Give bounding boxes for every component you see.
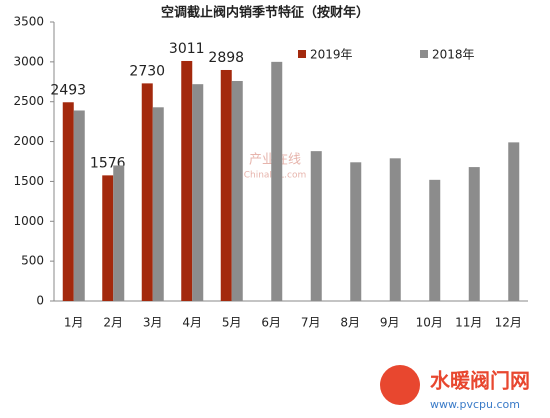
bar <box>310 151 322 301</box>
x-tick-label: 10月 <box>416 316 443 330</box>
bar <box>62 102 74 302</box>
x-tick-label: 5月 <box>222 316 242 330</box>
bar <box>508 142 520 301</box>
legend-swatch <box>298 50 306 58</box>
x-tick-label: 1月 <box>64 316 84 330</box>
bar <box>271 61 283 301</box>
x-tick-label: 12月 <box>495 316 522 330</box>
bar <box>73 110 85 302</box>
x-tick-label: 7月 <box>301 316 321 330</box>
bar <box>350 162 362 301</box>
bar <box>468 167 480 301</box>
bar <box>152 107 164 302</box>
bar <box>141 83 153 301</box>
y-tick-label: 2500 <box>13 94 44 108</box>
bar <box>192 84 204 301</box>
logo-icon <box>380 365 420 405</box>
x-tick-label: 11月 <box>455 316 482 330</box>
y-tick-label: 3000 <box>13 54 44 68</box>
y-tick-label: 3500 <box>13 15 44 29</box>
bar <box>220 69 232 301</box>
x-tick-label: 2月 <box>103 316 123 330</box>
y-tick-label: 500 <box>21 254 44 268</box>
data-label: 2898 <box>208 50 244 66</box>
bar <box>429 179 441 301</box>
bar <box>231 80 243 301</box>
legend-label: 2019年 <box>310 48 353 62</box>
y-tick-label: 1000 <box>13 214 44 228</box>
x-tick-label: 3月 <box>143 316 163 330</box>
bar <box>102 175 114 301</box>
x-tick-label: 9月 <box>380 316 400 330</box>
bar <box>113 165 125 301</box>
legend-swatch <box>420 50 428 58</box>
chart-title: 空调截止阀内销季节特征（按财年） <box>161 5 369 21</box>
bar <box>389 158 401 301</box>
y-tick-label: 1500 <box>13 174 44 188</box>
x-tick-label: 8月 <box>340 316 360 330</box>
bar <box>181 60 193 301</box>
logo-text: 水暖阀门网 <box>430 369 530 393</box>
logo-url: www.pvcpu.com <box>430 398 520 411</box>
x-tick-label: 6月 <box>261 316 281 330</box>
data-label: 2730 <box>129 63 165 79</box>
data-label: 2493 <box>50 82 86 98</box>
data-label: 3011 <box>169 41 205 57</box>
legend-label: 2018年 <box>432 48 475 62</box>
y-tick-label: 2000 <box>13 134 44 148</box>
y-tick-label: 0 <box>36 294 44 308</box>
x-tick-label: 4月 <box>182 316 202 330</box>
